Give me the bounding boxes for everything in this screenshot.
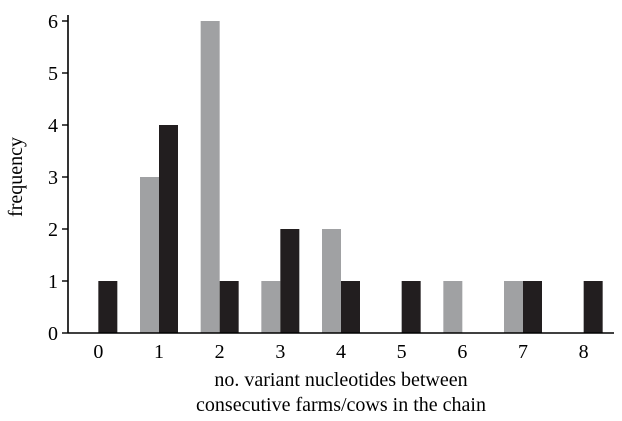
x-tick-label: 0 [93, 341, 103, 363]
x-tick-label: 2 [215, 341, 225, 363]
x-tick-label: 3 [275, 341, 285, 363]
x-axis-title-line-1: no. variant nucleotides between [214, 369, 467, 391]
x-tick-label: 1 [154, 341, 164, 363]
grey-bar-4 [322, 229, 341, 333]
y-tick-label: 1 [48, 271, 58, 293]
x-axis-title-line-2: consecutive farms/cows in the chain [196, 394, 486, 416]
y-tick-label: 2 [48, 219, 58, 241]
y-ticks: 0 1 2 3 4 5 6 [48, 11, 68, 345]
grey-bar-2 [200, 21, 220, 333]
grey-bar-1 [140, 177, 159, 333]
x-tick-label: 7 [518, 341, 528, 363]
y-axis-title: frequency [5, 137, 27, 217]
black-bar-4 [341, 281, 360, 333]
black-bar-7 [523, 281, 542, 333]
grey-bar-3 [261, 281, 281, 333]
y-tick-label: 6 [48, 11, 58, 33]
bars-layer [98, 21, 603, 333]
x-tick-label: 5 [397, 341, 407, 363]
x-tick-label: 6 [457, 341, 467, 363]
x-tick-label: 8 [579, 341, 589, 363]
black-bar-5 [401, 281, 421, 333]
axes-layer [67, 15, 614, 334]
y-tick-label: 4 [48, 115, 58, 137]
black-bar-1 [159, 125, 178, 333]
grey-bar-6 [443, 281, 463, 333]
black-bar-2 [219, 281, 239, 333]
y-tick-label: 0 [48, 323, 58, 345]
x-ticks: 0 1 2 3 4 5 6 7 8 [93, 341, 588, 363]
black-bar-3 [280, 229, 300, 333]
black-bar-8 [583, 281, 603, 333]
y-tick-label: 3 [48, 167, 58, 189]
y-tick-label: 5 [48, 63, 58, 85]
x-tick-label: 4 [336, 341, 346, 363]
grey-bar-7 [504, 281, 523, 333]
black-bar-0 [98, 281, 118, 333]
